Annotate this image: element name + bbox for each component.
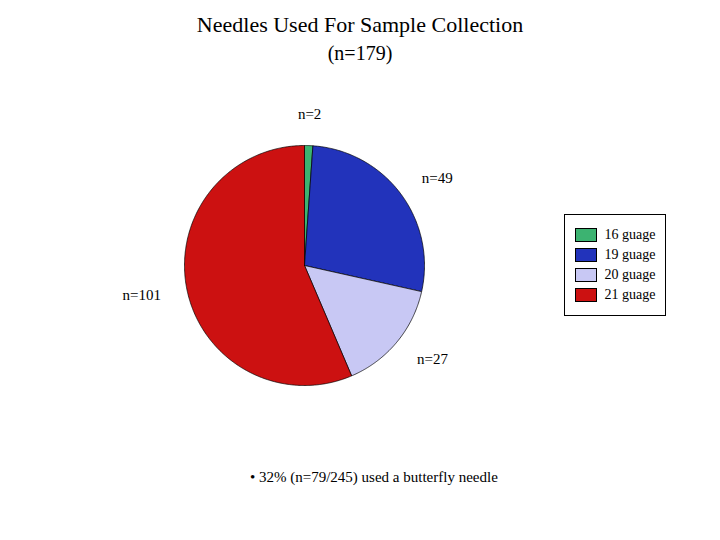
html-text:Needles Used For Sample Collec: Needles Used For Sample Collection [196, 12, 524, 37]
svg-text:n=2: n=2 [297, 106, 320, 122]
html-text:21 guage: 21 guage [604, 287, 656, 302]
svg-text:n=101: n=101 [122, 287, 160, 303]
html-text:19 guage: 19 guage [604, 247, 656, 262]
svg-text:n=49: n=49 [421, 170, 452, 186]
html-text:(n=179): (n=179) [327, 42, 393, 64]
html-text:• 32% (n=79/245) used a butter: • 32% (n=79/245) used a butterfly needle [250, 469, 498, 485]
html-text:16 guage: 16 guage [604, 227, 656, 242]
svg-text:n=27: n=27 [417, 351, 448, 367]
html-text:20 guage: 20 guage [604, 267, 656, 282]
